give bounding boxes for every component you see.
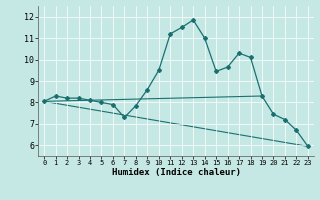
X-axis label: Humidex (Indice chaleur): Humidex (Indice chaleur) <box>111 168 241 177</box>
